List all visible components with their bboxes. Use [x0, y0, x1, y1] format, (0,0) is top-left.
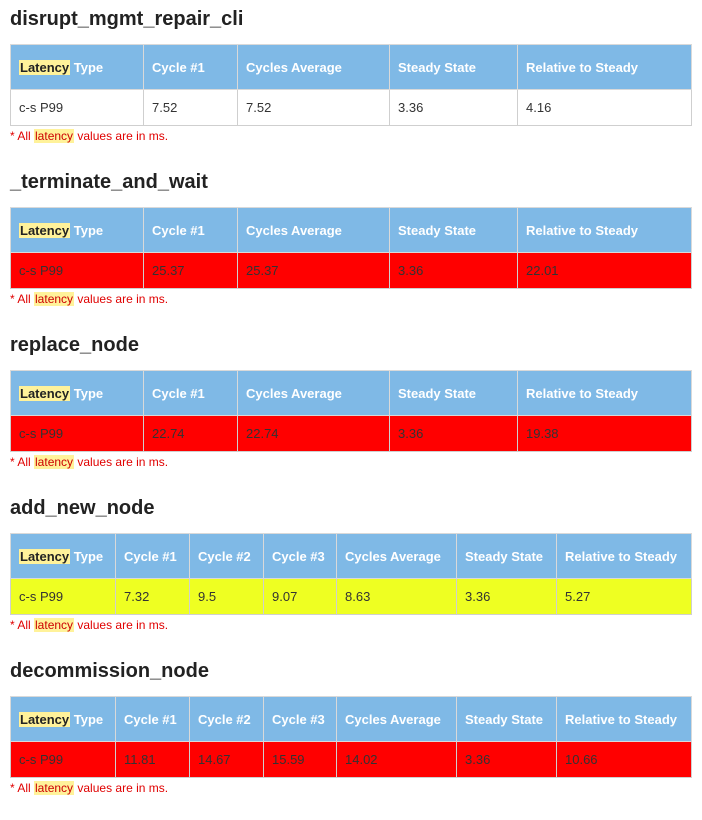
latency-table: Latency Type Cycle #1 Cycles Average Ste… — [10, 207, 692, 289]
search-highlight: latency — [34, 292, 75, 306]
cell-latency-type: c-s P99 — [10, 741, 116, 778]
header-relative-to-steady: Relative to Steady — [517, 370, 692, 416]
table-row: c-s P99 22.74 22.74 3.36 19.38 — [10, 415, 692, 452]
cell-steady-state: 3.36 — [456, 741, 557, 778]
latency-table: Latency Type Cycle #1 Cycles Average Ste… — [10, 370, 692, 452]
cell-latency-type: c-s P99 — [10, 578, 116, 615]
table-header-row: Latency Type Cycle #1 Cycles Average Ste… — [10, 370, 692, 416]
cell-relative-to-steady: 5.27 — [556, 578, 692, 615]
search-highlight: Latency — [19, 711, 71, 727]
header-relative-to-steady: Relative to Steady — [556, 696, 692, 742]
header-cycle-3: Cycle #3 — [263, 696, 337, 742]
cell-steady-state: 3.36 — [389, 415, 518, 452]
cell-cycle-3: 15.59 — [263, 741, 337, 778]
table-row: c-s P99 7.52 7.52 3.36 4.16 — [10, 89, 692, 126]
header-cycles-average: Cycles Average — [237, 207, 390, 253]
header-latency-type: Latency Type — [10, 44, 144, 90]
table-header-row: Latency Type Cycle #1 Cycles Average Ste… — [10, 44, 692, 90]
header-steady-state: Steady State — [456, 533, 557, 579]
header-steady-state: Steady State — [389, 207, 518, 253]
table-header-row: Latency Type Cycle #1 Cycle #2 Cycle #3 … — [10, 533, 692, 579]
cell-cycles-average: 7.52 — [237, 89, 390, 126]
table-row: c-s P99 7.32 9.5 9.07 8.63 3.36 5.27 — [10, 578, 692, 615]
search-highlight: latency — [34, 455, 75, 469]
search-highlight: latency — [34, 781, 75, 795]
cell-cycle-1: 25.37 — [143, 252, 238, 289]
cell-cycles-average: 25.37 — [237, 252, 390, 289]
header-latency-type: Latency Type — [10, 696, 116, 742]
header-cycle-1: Cycle #1 — [143, 207, 238, 253]
cell-cycles-average: 8.63 — [336, 578, 457, 615]
header-cycle-1: Cycle #1 — [143, 370, 238, 416]
table-header-row: Latency Type Cycle #1 Cycle #2 Cycle #3 … — [10, 696, 692, 742]
latency-table: Latency Type Cycle #1 Cycle #2 Cycle #3 … — [10, 696, 692, 778]
cell-cycles-average: 22.74 — [237, 415, 390, 452]
header-latency-type: Latency Type — [10, 207, 144, 253]
units-note: * All latency values are in ms. — [10, 781, 169, 795]
header-cycles-average: Cycles Average — [237, 44, 390, 90]
section-add-new-node: add_new_node Latency Type Cycle #1 Cycle… — [0, 489, 702, 633]
section-title: _terminate_and_wait — [10, 171, 208, 193]
cell-cycle-3: 9.07 — [263, 578, 337, 615]
header-cycle-1: Cycle #1 — [143, 44, 238, 90]
cell-cycle-1: 7.32 — [115, 578, 190, 615]
cell-cycles-average: 14.02 — [336, 741, 457, 778]
header-steady-state: Steady State — [389, 44, 518, 90]
header-cycles-average: Cycles Average — [336, 696, 457, 742]
header-cycles-average: Cycles Average — [237, 370, 390, 416]
section-disrupt-mgmt-repair-cli: disrupt_mgmt_repair_cli Latency Type Cyc… — [0, 0, 702, 144]
cell-steady-state: 3.36 — [389, 89, 518, 126]
latency-table: Latency Type Cycle #1 Cycles Average Ste… — [10, 44, 692, 126]
cell-relative-to-steady: 10.66 — [556, 741, 692, 778]
units-note: * All latency values are in ms. — [10, 618, 169, 632]
search-highlight: Latency — [19, 59, 71, 75]
search-highlight: latency — [34, 618, 75, 632]
header-latency-type: Latency Type — [10, 370, 144, 416]
header-cycle-2: Cycle #2 — [189, 696, 264, 742]
table-header-row: Latency Type Cycle #1 Cycles Average Ste… — [10, 207, 692, 253]
cell-cycle-1: 22.74 — [143, 415, 238, 452]
search-highlight: Latency — [19, 548, 71, 564]
cell-relative-to-steady: 19.38 — [517, 415, 692, 452]
search-highlight: Latency — [19, 385, 71, 401]
units-note: * All latency values are in ms. — [10, 129, 169, 143]
cell-cycle-2: 9.5 — [189, 578, 264, 615]
header-cycles-average: Cycles Average — [336, 533, 457, 579]
cell-cycle-1: 11.81 — [115, 741, 190, 778]
section-title: decommission_node — [10, 660, 209, 682]
header-latency-type: Latency Type — [10, 533, 116, 579]
header-relative-to-steady: Relative to Steady — [517, 207, 692, 253]
header-steady-state: Steady State — [389, 370, 518, 416]
header-cycle-3: Cycle #3 — [263, 533, 337, 579]
units-note: * All latency values are in ms. — [10, 455, 169, 469]
cell-latency-type: c-s P99 — [10, 89, 144, 126]
section-title: add_new_node — [10, 497, 155, 519]
search-highlight: Latency — [19, 222, 71, 238]
latency-table: Latency Type Cycle #1 Cycle #2 Cycle #3 … — [10, 533, 692, 615]
section-title: disrupt_mgmt_repair_cli — [10, 8, 244, 30]
units-note: * All latency values are in ms. — [10, 292, 169, 306]
cell-relative-to-steady: 22.01 — [517, 252, 692, 289]
table-row: c-s P99 11.81 14.67 15.59 14.02 3.36 10.… — [10, 741, 692, 778]
search-highlight: latency — [34, 129, 75, 143]
header-cycle-1: Cycle #1 — [115, 533, 190, 579]
header-relative-to-steady: Relative to Steady — [517, 44, 692, 90]
header-steady-state: Steady State — [456, 696, 557, 742]
cell-latency-type: c-s P99 — [10, 415, 144, 452]
header-cycle-2: Cycle #2 — [189, 533, 264, 579]
cell-steady-state: 3.36 — [456, 578, 557, 615]
cell-steady-state: 3.36 — [389, 252, 518, 289]
section-terminate-and-wait: _terminate_and_wait Latency Type Cycle #… — [0, 163, 702, 307]
header-relative-to-steady: Relative to Steady — [556, 533, 692, 579]
cell-cycle-2: 14.67 — [189, 741, 264, 778]
header-cycle-1: Cycle #1 — [115, 696, 190, 742]
cell-relative-to-steady: 4.16 — [517, 89, 692, 126]
section-decommission-node: decommission_node Latency Type Cycle #1 … — [0, 652, 702, 796]
section-title: replace_node — [10, 334, 139, 356]
cell-latency-type: c-s P99 — [10, 252, 144, 289]
cell-cycle-1: 7.52 — [143, 89, 238, 126]
table-row: c-s P99 25.37 25.37 3.36 22.01 — [10, 252, 692, 289]
section-replace-node: replace_node Latency Type Cycle #1 Cycle… — [0, 326, 702, 470]
